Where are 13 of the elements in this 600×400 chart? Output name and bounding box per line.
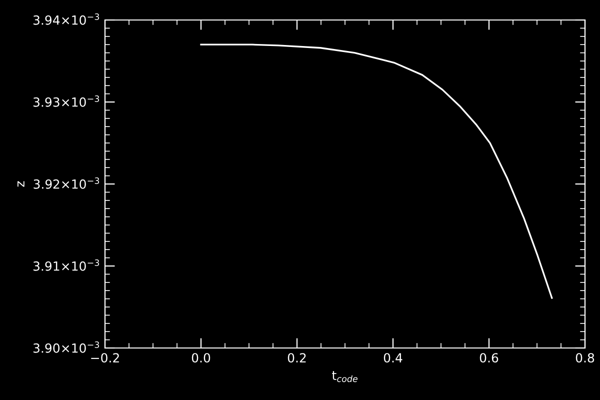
y-tick-label: 3.92×10$^{−3}$ [34, 177, 100, 189]
y-tick-label: 3.94×10$^{−3}$ [33, 13, 100, 25]
y-tick-label: 3.93×10$^{−3}$ [33, 95, 100, 107]
x-axis-title: t$_{code}$ [332, 371, 358, 382]
x-tick-label: 0.4 [384, 353, 402, 363]
x-tick-label: 0.8 [576, 353, 594, 363]
x-tick-label: 0.6 [480, 353, 498, 363]
x-tick-label: 0.0 [192, 353, 210, 363]
x-tick-label: 0.2 [288, 353, 306, 363]
y-axis-title: z [18, 181, 24, 187]
y-tick-label: 3.91×10$^{−3}$ [33, 259, 100, 271]
x-tick-label: −0.2 [91, 353, 119, 363]
y-tick-label: 3.90×10$^{−3}$ [33, 341, 100, 353]
